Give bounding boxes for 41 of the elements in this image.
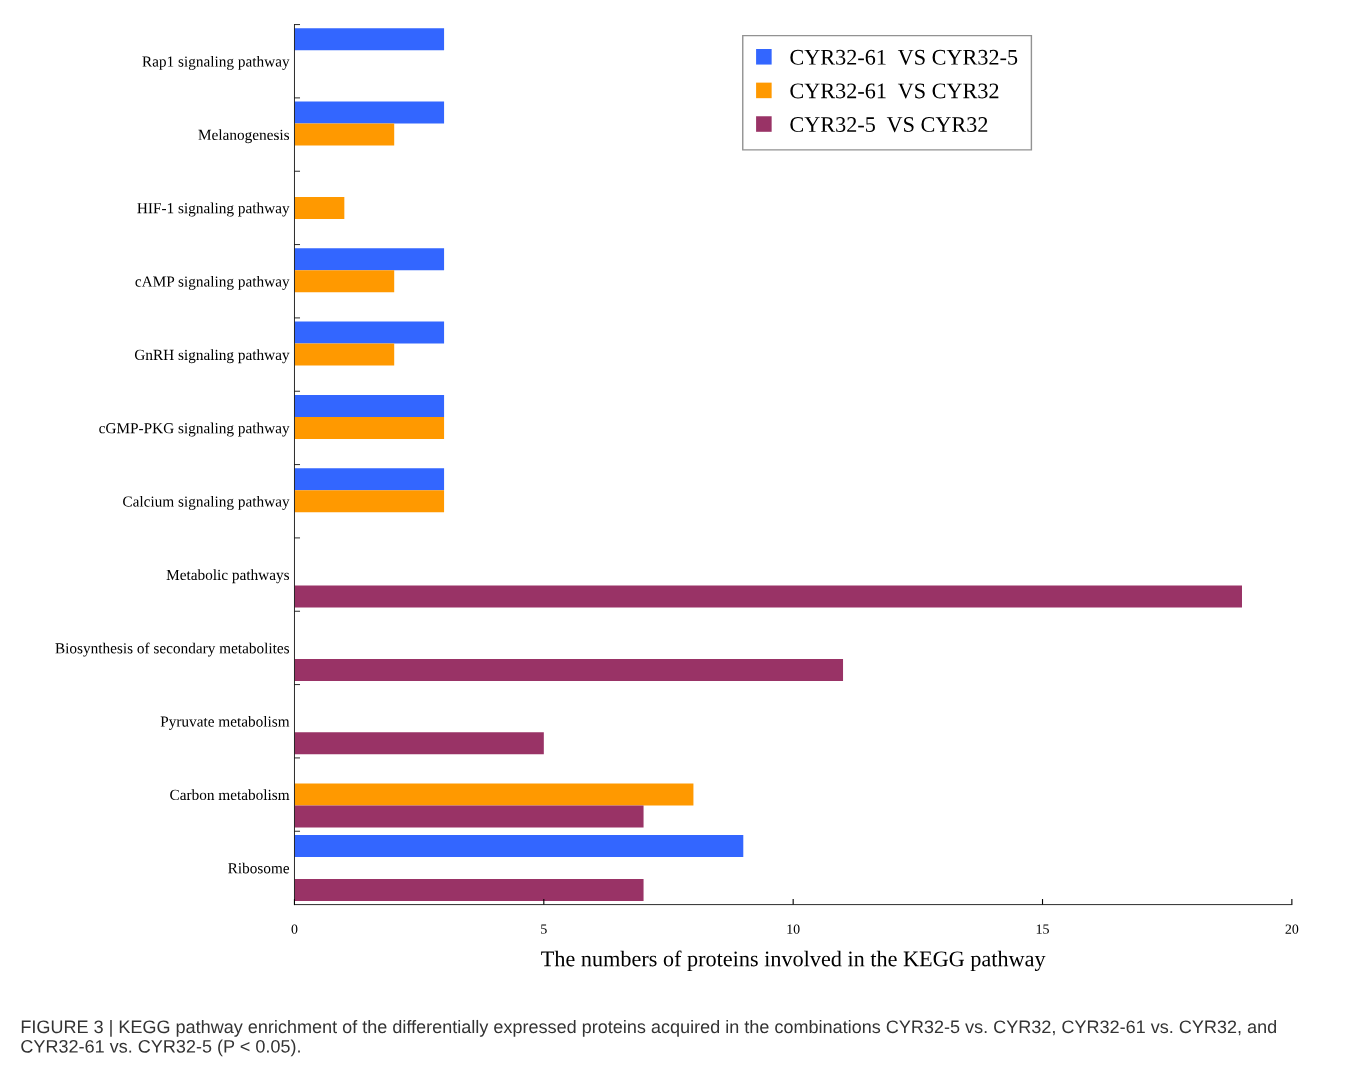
bar — [294, 28, 445, 51]
x-tick-label: 10 — [787, 924, 800, 934]
x-tick-label: 5 — [541, 924, 547, 934]
bar — [294, 343, 395, 366]
y-tick-label: HIF-1 signaling pathway — [137, 202, 290, 217]
bar — [294, 783, 694, 806]
y-tick-label: cAMP signaling pathway — [135, 275, 290, 290]
bar — [294, 394, 445, 417]
legend-label: CYR32-61 VS CYR32-5 — [790, 49, 1018, 65]
bar — [294, 270, 395, 293]
y-tick-label: GnRH signaling pathway — [134, 349, 290, 364]
x-tick-label: 15 — [1036, 924, 1049, 934]
bar — [294, 101, 445, 124]
bar — [294, 321, 445, 344]
y-tick-label: Carbon metabolism — [170, 789, 290, 801]
bar — [294, 468, 445, 491]
y-tick-label: Rap1 signaling pathway — [142, 55, 290, 70]
y-tick-label: Pyruvate metabolism — [160, 715, 290, 730]
bar — [294, 585, 1242, 608]
x-axis-title: The numbers of proteins involved in the KEGG pathway — [541, 950, 1046, 971]
bar — [294, 732, 544, 755]
bar — [294, 878, 644, 901]
bar — [294, 490, 445, 513]
caption: FIGURE 3 | KEGG pathway enrichment of the differentially expressed proteins acquired in the combinations CYR32-5 vs. CYR32, CYR32-61 vs. CYR32, and CYR32-61 vs. CYR32-5 (P < 0.05). — [21, 1019, 1277, 1057]
bar — [294, 658, 844, 681]
y-tick-label: Calcium signaling pathway — [123, 495, 290, 510]
bar — [294, 834, 744, 857]
legend-label: CYR32-61 VS CYR32 — [790, 83, 999, 99]
x-tick-label: 20 — [1285, 924, 1299, 934]
x-tick-label: 0 — [291, 924, 298, 934]
bar — [294, 416, 445, 439]
y-tick-label: Biosynthesis of secondary metabolites — [55, 642, 290, 657]
legend-label: CYR32-5 VS CYR32 — [790, 117, 988, 133]
bar — [294, 196, 345, 219]
bar — [294, 805, 644, 828]
y-tick-label: Ribosome — [228, 862, 290, 874]
y-tick-label: Melanogenesis — [198, 129, 290, 144]
y-tick-label: Metabolic pathways — [166, 569, 290, 584]
bar — [294, 123, 395, 146]
bar — [294, 248, 445, 271]
y-tick-label: cGMP-PKG signaling pathway — [99, 422, 290, 437]
